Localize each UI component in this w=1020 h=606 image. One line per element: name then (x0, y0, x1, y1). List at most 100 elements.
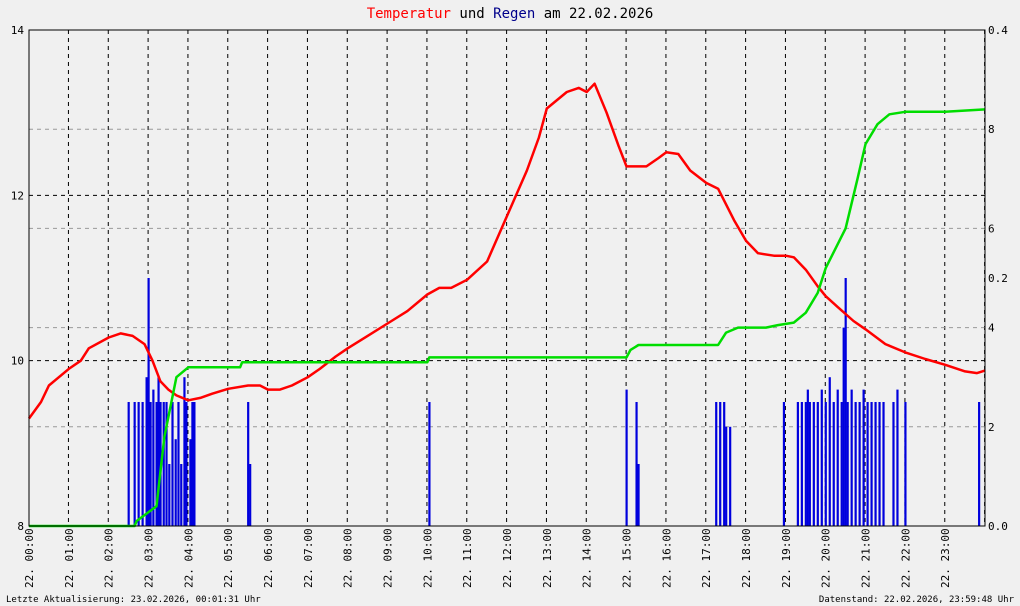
rain-bars (127, 278, 981, 526)
rain-bar (870, 402, 873, 526)
x-tick-label: 22. 19:00 (780, 528, 793, 588)
footer-last-update: Letzte Aktualisierung: 23.02.2026, 00:01… (6, 595, 261, 605)
rain-bar (133, 402, 136, 526)
x-tick-label: 22. 00:00 (23, 528, 36, 588)
rain-bar (846, 402, 849, 526)
rain-bar (874, 402, 877, 526)
rain-bar (828, 377, 831, 526)
rain-bar (145, 377, 148, 526)
chart-title: Temperatur und Regen am 22.02.2026 (367, 6, 654, 22)
rain-bar (137, 402, 140, 526)
x-tick-label: 22. 08:00 (342, 528, 355, 588)
rain-bar (800, 402, 803, 526)
y-right-outer-tick-label: 0.4 (988, 24, 1008, 37)
rain-bar (189, 439, 192, 526)
rain-bar (904, 402, 907, 526)
temperature-line (27, 82, 986, 420)
x-tick-label: 22. 10:00 (421, 528, 434, 588)
x-tick-label: 22. 14:00 (581, 528, 594, 588)
x-tick-label: 22. 06:00 (262, 528, 275, 588)
rain-bar (820, 389, 823, 526)
rain-bar (782, 402, 786, 526)
rain-bar (127, 402, 130, 526)
rain-bar (832, 402, 835, 526)
rain-bar (723, 402, 726, 526)
rain-bar (247, 402, 250, 526)
title-date: am 22.02.2026 (535, 6, 653, 22)
x-tick-label: 22. 05:00 (222, 528, 235, 588)
y-right-inner-tick-label: 6 (988, 222, 995, 235)
x-tick-label: 22. 16:00 (660, 528, 673, 588)
rain-bar (185, 402, 188, 526)
x-tick-label: 22. 18:00 (740, 528, 753, 588)
rain-bar (635, 402, 638, 526)
tick-labels: 22. 00:00 22. 01:00 22. 02:00 22. 03:00 22. … (11, 24, 1008, 588)
x-tick-label: 22. 04:00 (182, 528, 195, 588)
rain-bar (147, 278, 150, 526)
rain-bar (152, 389, 155, 526)
x-tick-label: 22. 11:00 (461, 528, 474, 588)
rain-bar (155, 402, 158, 526)
rain-bar (804, 402, 807, 526)
x-tick-label: 22. 02:00 (103, 528, 116, 588)
grid (29, 30, 986, 526)
x-tick-label: 22. 21:00 (860, 528, 873, 588)
x-tick-label: 22. 12:00 (501, 528, 514, 588)
series-lines (27, 82, 986, 528)
rain-bar (892, 402, 895, 526)
x-tick-label: 22. 09:00 (382, 528, 395, 588)
rain-bar (191, 402, 194, 526)
rain-bar (862, 389, 865, 526)
x-tick-label: 22. 13:00 (541, 528, 554, 588)
footer-data-state: Datenstand: 22.02.2026, 23:59:48 Uhr (819, 595, 1015, 605)
rain-bar (850, 389, 853, 526)
rain-bar (637, 464, 640, 526)
rain-bar (174, 439, 177, 526)
rain-bar (816, 402, 819, 526)
plot-frame (28, 29, 986, 527)
x-tick-label: 22. 15:00 (621, 528, 634, 588)
y-right-inner-tick-label: 8 (988, 123, 995, 136)
rain-bar (719, 402, 722, 526)
rain-bar (812, 402, 815, 526)
rain-bar (141, 402, 144, 526)
y-left-tick-label: 10 (11, 355, 24, 368)
rain-bar (840, 402, 843, 526)
y-left-tick-label: 8 (17, 520, 24, 533)
rain-bar (844, 278, 847, 526)
rain-bar (824, 402, 827, 526)
x-tick-label: 22. 01:00 (63, 528, 76, 588)
rain-bar (858, 402, 861, 526)
y-left-tick-label: 12 (11, 189, 24, 202)
rain-bar (177, 402, 180, 526)
rain-bar (180, 464, 183, 526)
rain-bar (183, 377, 186, 526)
y-left-tick-label: 14 (11, 24, 25, 37)
rain-bar (796, 402, 799, 526)
rain-bar (157, 377, 160, 526)
rain-bar (249, 464, 252, 526)
y-right-outer-tick-label: 0.2 (988, 272, 1008, 285)
x-tick-label: 22. 17:00 (700, 528, 713, 588)
rain-bar (193, 402, 196, 526)
x-tick-label: 22. 20:00 (820, 528, 833, 588)
rain-bar (866, 402, 869, 526)
rain-bar (878, 402, 881, 526)
rain-bar (836, 389, 839, 526)
rain-bar (854, 402, 857, 526)
rain-bar (729, 426, 732, 526)
rain-bar (882, 402, 885, 526)
rain-bar (725, 426, 728, 526)
rain-bar (165, 402, 168, 526)
title-temperature: Temperatur (367, 6, 451, 22)
rain-bar (149, 402, 152, 526)
x-tick-label: 22. 03:00 (143, 528, 156, 588)
y-right-outer-tick-label: 0.0 (988, 520, 1008, 533)
title-rain: Regen (493, 6, 535, 22)
rain-bar (806, 389, 809, 526)
y-right-inner-tick-label: 4 (988, 322, 995, 335)
rain-bar (168, 464, 171, 526)
rain-bar (842, 327, 845, 526)
